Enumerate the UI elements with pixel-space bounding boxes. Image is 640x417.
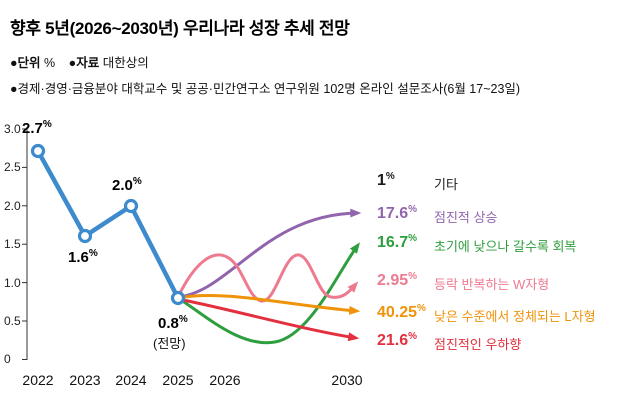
scenario-curve-gradual-decline [177, 297, 360, 342]
data-point-2025 [170, 290, 186, 306]
data-point-2024 [123, 198, 139, 214]
pct-value: 17.6 [377, 205, 409, 222]
value-label-2025: 0.8% [158, 314, 188, 332]
historical-data-points [30, 143, 186, 306]
percent-sign: % [408, 271, 418, 282]
scenario-pct-w-shape: 2.95% [377, 271, 417, 290]
survey-note: ●경제·경영·금융분야 대학교수 및 공공·민간연구소 연구위원 102명 온라… [10, 82, 521, 96]
percent-sign: % [417, 303, 426, 314]
data-point-2022 [30, 143, 46, 159]
value-label-2024: 2.0% [112, 176, 142, 194]
percent-sign: % [42, 119, 52, 130]
y-tick-1.0: 1.0 [4, 276, 21, 290]
chart-meta-line: ●단위 % ●자료 대한상의 [10, 52, 149, 71]
scenario-curve-l-shape [177, 293, 361, 315]
scenario-curve-gradual-rise [177, 208, 362, 299]
y-tick-3.0: 3.0 [4, 122, 21, 136]
source-value: 대한상의 [102, 56, 149, 70]
value-2022: 2.7 [22, 120, 43, 137]
x-tick-2026: 2026 [209, 372, 241, 388]
source-label: ●자료 [68, 56, 100, 70]
scenario-label-etc: 기타 [434, 177, 458, 192]
y-axis [22, 127, 28, 360]
pct-value: 21.6 [377, 332, 409, 349]
unit-value: % [44, 56, 56, 70]
scenario-curve-low-then-recover [177, 242, 360, 345]
scenario-label-low-then-recover: 초기에 낮으나 갈수록 회복 [434, 239, 577, 254]
scenario-label-gradual-rise: 점진적 상승 [434, 210, 498, 225]
scenario-pct-etc: 1% [377, 171, 395, 190]
scenario-label-w-shape: 등락 반복하는 W자형 [434, 277, 550, 292]
value-2025: 0.8 [158, 315, 179, 332]
value-label-2022: 2.7% [22, 119, 52, 137]
percent-sign: % [178, 314, 188, 325]
x-tick-2023: 2023 [69, 372, 101, 388]
y-tick-1.5: 1.5 [4, 237, 21, 251]
percent-sign: % [408, 204, 418, 215]
page-title: 향후 5년(2026~2030년) 우리나라 성장 추세 전망 [10, 19, 350, 38]
value-2023: 1.6 [68, 249, 89, 266]
scenario-label-l-shape: 낮은 수준에서 정체되는 L자형 [434, 309, 596, 324]
percent-sign: % [408, 331, 418, 342]
y-tick-2.0: 2.0 [4, 199, 21, 213]
historical-growth-line [35, 148, 181, 301]
x-tick-2022: 2022 [22, 372, 54, 388]
scenario-curve-w-shape [176, 253, 359, 303]
scenario-pct-gradual-decline: 21.6% [377, 331, 417, 350]
y-tick-2.5: 2.5 [4, 160, 21, 174]
x-tick-2025: 2025 [162, 372, 194, 388]
forecast-note: (전망) [153, 336, 186, 351]
pct-value: 2.95 [377, 272, 409, 289]
unit-label: ●단위 [10, 56, 41, 70]
scenario-pct-low-then-recover: 16.7% [377, 233, 417, 252]
y-tick-0: 0 [4, 352, 11, 366]
pct-value: 1 [377, 172, 386, 189]
x-tick-2030: 2030 [331, 372, 363, 388]
scenario-pct-gradual-rise: 17.6% [377, 204, 417, 223]
percent-sign: % [385, 171, 395, 182]
pct-value: 40.25 [377, 304, 418, 321]
value-2024: 2.0 [112, 177, 133, 194]
x-tick-2024: 2024 [115, 372, 147, 388]
value-label-2023: 1.6% [68, 248, 98, 266]
scenario-pct-l-shape: 40.25% [377, 303, 426, 322]
y-tick-0.5: 0.5 [4, 314, 21, 328]
percent-sign: % [408, 233, 418, 244]
pct-value: 16.7 [377, 234, 409, 251]
scenario-label-gradual-decline: 점진적인 우하향 [434, 337, 522, 352]
percent-sign: % [132, 176, 142, 187]
data-point-2023 [77, 228, 93, 244]
percent-sign: % [88, 248, 98, 259]
